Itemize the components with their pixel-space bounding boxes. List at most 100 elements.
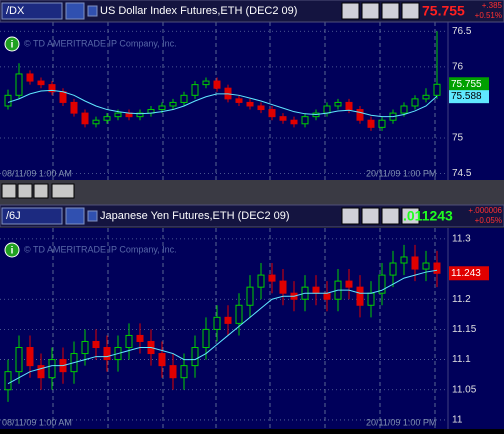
candle-body — [202, 80, 210, 86]
info-icon — [4, 36, 20, 52]
tool-button[interactable] — [33, 183, 49, 199]
candle-body — [268, 109, 276, 118]
candle-body — [378, 274, 386, 294]
candle-body — [290, 119, 298, 125]
y-tick-label: 11.2 — [452, 294, 471, 305]
ma-price-box — [449, 90, 489, 104]
y-tick-label: 11.05 — [452, 384, 477, 395]
candle-body — [246, 101, 254, 107]
last-price-box-label: 11.243 — [451, 268, 481, 279]
tool-button[interactable] — [51, 183, 75, 199]
candle-body — [235, 304, 243, 324]
y-tick-label: 11 — [452, 415, 463, 426]
symbol: /6J — [6, 210, 21, 222]
candle-body — [59, 91, 67, 103]
tool-button[interactable] — [1, 183, 17, 199]
net-change: +.385 — [482, 1, 503, 10]
candle-body — [367, 119, 375, 128]
header-icon[interactable] — [401, 207, 420, 225]
last-price: 75.755 — [422, 3, 465, 19]
candle-body — [411, 98, 419, 107]
y-tick-label: 75 — [452, 133, 464, 144]
candle-body — [279, 116, 287, 121]
candle-body — [301, 116, 309, 125]
header-icon[interactable] — [341, 207, 360, 225]
candle-body — [345, 280, 353, 288]
candle-body — [37, 365, 45, 379]
candle-body — [235, 98, 243, 103]
candle-body — [92, 119, 100, 125]
candle-body — [103, 347, 111, 361]
symbol-field[interactable] — [1, 2, 63, 20]
candle-body — [400, 256, 408, 264]
candle-body — [356, 286, 364, 306]
candle-body — [15, 73, 23, 96]
toolbar-buttons — [1, 183, 75, 199]
y-tick-label: 11.1 — [452, 354, 471, 365]
candle-body — [103, 116, 111, 121]
candle-body — [213, 80, 221, 89]
percent-change: +0.05% — [475, 216, 502, 225]
candle-body — [158, 353, 166, 367]
candle-body — [422, 262, 430, 270]
info-icon — [4, 242, 20, 258]
header-icon[interactable] — [381, 2, 400, 20]
moving-average-line — [7, 269, 438, 385]
ma-price-box-label: 75.588 — [451, 91, 482, 102]
candle-body — [433, 262, 441, 274]
candle-body — [202, 328, 210, 349]
candle-body — [26, 73, 34, 82]
candle-body — [246, 286, 254, 306]
candle-body — [48, 84, 56, 93]
last-price: .011243 — [403, 208, 453, 224]
tool-button[interactable] — [17, 183, 33, 199]
instrument-title: Japanese Yen Futures,ETH (DEC2 09) — [100, 210, 290, 222]
candle-body — [334, 101, 342, 107]
title-dropdown[interactable] — [87, 5, 98, 17]
symbol-dropdown[interactable] — [65, 207, 85, 225]
candle-body — [411, 256, 419, 270]
x-time-label: 20/11/09 1:00 PM — [366, 417, 436, 427]
candle-body — [4, 371, 12, 391]
candle-body — [367, 292, 375, 306]
y-tick-label: 11.15 — [452, 324, 477, 335]
header-icon[interactable] — [341, 2, 360, 20]
header-icon[interactable] — [381, 207, 400, 225]
header-icon[interactable] — [401, 2, 420, 20]
candle-body — [180, 94, 188, 103]
candle-body — [70, 101, 78, 114]
candle-body — [136, 112, 144, 118]
last-price-box — [449, 266, 489, 281]
candle-body — [81, 112, 89, 125]
last-price-box — [449, 77, 489, 92]
candle-body — [345, 101, 353, 111]
symbol: /DX — [6, 5, 25, 17]
header-icon[interactable] — [361, 207, 380, 225]
header-icon[interactable] — [361, 2, 380, 20]
title-dropdown[interactable] — [87, 210, 98, 222]
y-tick-label: 11.3 — [452, 234, 471, 245]
candle-body — [125, 334, 133, 349]
x-time-label: 08/11/09 1:00 AM — [2, 168, 72, 178]
candle-body — [323, 105, 331, 114]
candle-body — [4, 94, 12, 107]
candle-body — [433, 83, 441, 96]
x-time-label: 08/11/09 1:00 AM — [2, 417, 72, 427]
plot-background — [0, 228, 504, 429]
candle-body — [136, 334, 144, 342]
x-time-label: 20/11/09 1:00 PM — [366, 168, 436, 178]
watermark: © TD AMERITRADE IP Company, Inc. — [24, 38, 177, 48]
symbol-dropdown[interactable] — [65, 2, 85, 20]
candle-body — [191, 347, 199, 367]
candle-body — [213, 316, 221, 330]
candle-body — [37, 80, 45, 86]
candle-body — [312, 286, 320, 294]
candle-body — [279, 280, 287, 294]
symbol-field[interactable] — [1, 207, 63, 225]
watermark: © TD AMERITRADE IP Company, Inc. — [24, 244, 177, 254]
info-icon-glyph: i — [11, 40, 14, 51]
y-tick-label: 74.5 — [452, 168, 472, 179]
candle-body — [81, 340, 89, 355]
candle-body — [26, 347, 34, 367]
